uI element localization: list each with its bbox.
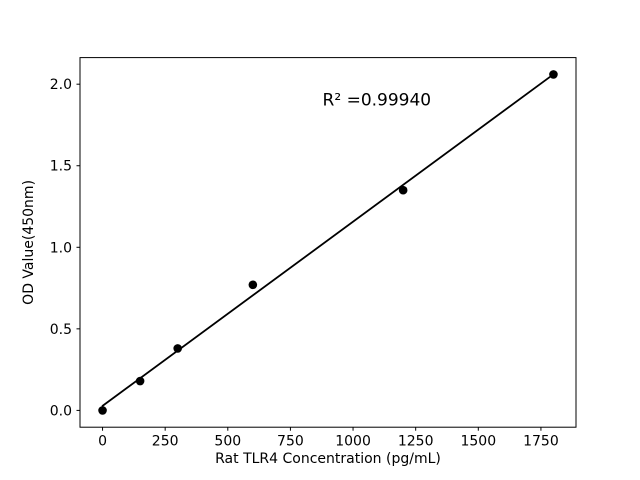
x-tick-label: 1000 bbox=[335, 434, 371, 450]
x-tick-label: 0 bbox=[98, 434, 107, 450]
data-point bbox=[173, 344, 182, 353]
y-tick-label: 1.0 bbox=[50, 240, 72, 256]
x-tick-label: 500 bbox=[214, 434, 241, 450]
plot-border bbox=[79, 57, 577, 428]
data-point bbox=[398, 185, 408, 195]
y-axis-label: OD Value(450nm) bbox=[21, 180, 37, 305]
x-tick-label: 250 bbox=[152, 434, 179, 450]
x-tick-label: 750 bbox=[277, 434, 304, 450]
x-tick-label: 1500 bbox=[460, 434, 496, 450]
y-tick-label: 0.0 bbox=[50, 403, 72, 419]
x-axis-label: Rat TLR4 Concentration (pg/mL) bbox=[215, 451, 441, 467]
data-point bbox=[135, 376, 145, 386]
y-tick-label: 2.0 bbox=[50, 77, 72, 93]
x-tick-label: 1250 bbox=[398, 434, 434, 450]
y-tick-label: 0.5 bbox=[50, 322, 72, 338]
r-squared-annotation: R² =0.99940 bbox=[323, 90, 432, 110]
data-point bbox=[549, 70, 558, 79]
data-point bbox=[248, 280, 258, 290]
data-point bbox=[98, 406, 107, 415]
x-tick-label: 1750 bbox=[523, 434, 559, 450]
fit-line bbox=[101, 73, 555, 407]
y-tick-label: 1.5 bbox=[50, 159, 72, 175]
